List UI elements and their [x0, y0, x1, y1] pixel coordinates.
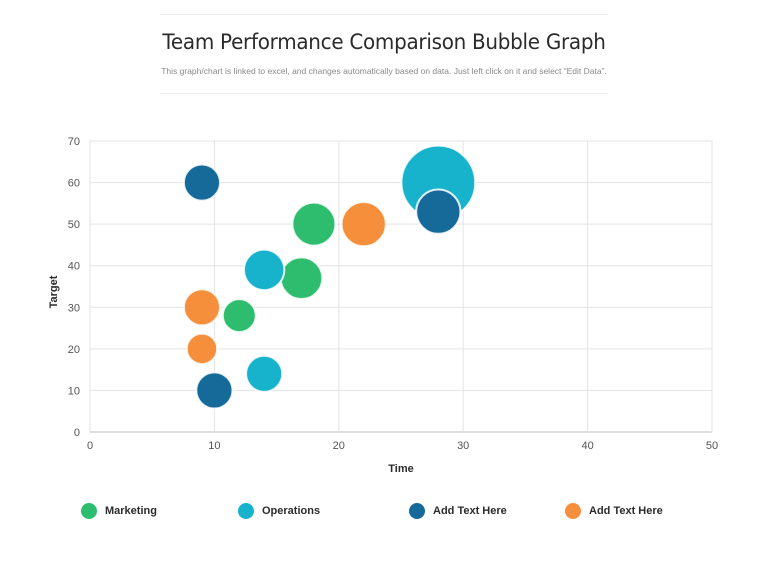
bubble-point: [340, 201, 387, 248]
y-tick-label: 60: [68, 178, 80, 190]
legend-label: Operations: [262, 505, 321, 517]
bubble-point: [245, 354, 284, 393]
legend-item-series-3: Add Text Here: [409, 502, 507, 520]
bubble-point: [291, 201, 337, 247]
x-tick-label: 50: [706, 440, 718, 452]
legend-swatch: [238, 503, 254, 519]
bubble-point: [279, 256, 324, 301]
legend-item-operations: Operations: [238, 502, 320, 520]
legend-swatch: [565, 503, 581, 519]
chart-subtitle: This graph/chart is linked to excel, and…: [161, 66, 607, 76]
x-axis-label: Time: [388, 463, 413, 475]
y-axis-label: Target: [48, 275, 60, 308]
title-bottom-rule: [160, 93, 608, 94]
y-tick-label: 0: [74, 427, 80, 439]
x-tick-label: 40: [581, 440, 593, 452]
bubble-point: [185, 332, 219, 366]
y-tick-label: 30: [68, 302, 80, 314]
grid: [89, 140, 713, 433]
legend-swatch: [409, 503, 425, 519]
y-tick-label: 50: [68, 219, 80, 231]
y-tick-label: 20: [68, 344, 80, 356]
legend-label: Add Text Here: [589, 505, 663, 517]
x-tick-label: 10: [208, 440, 220, 452]
legend-item-marketing: Marketing: [81, 502, 157, 520]
x-tick-label: 20: [333, 440, 345, 452]
bubble-point: [221, 298, 257, 334]
x-tick-label: 30: [457, 440, 469, 452]
legend-label: Marketing: [105, 505, 157, 517]
chart-title: Team Performance Comparison Bubble Graph: [162, 30, 606, 54]
x-tick-label: 0: [87, 440, 93, 452]
bubble-point: [182, 163, 222, 202]
legend-item-series-4: Add Text Here: [565, 502, 663, 520]
legend-swatch: [81, 503, 97, 519]
tick-labels: 0 10 20 30 40 50 60 70 0 10 20 30 40 50: [68, 136, 718, 452]
y-tick-label: 70: [68, 136, 80, 148]
y-tick-label: 40: [68, 261, 80, 273]
bubble-point: [242, 248, 286, 292]
y-tick-label: 10: [68, 385, 80, 397]
legend-label: Add Text Here: [433, 505, 507, 517]
bubble-point: [415, 188, 462, 235]
bubbles: [182, 144, 477, 410]
bubble-point: [195, 371, 234, 410]
bubble-point: [182, 288, 222, 327]
title-top-rule: [160, 14, 608, 15]
